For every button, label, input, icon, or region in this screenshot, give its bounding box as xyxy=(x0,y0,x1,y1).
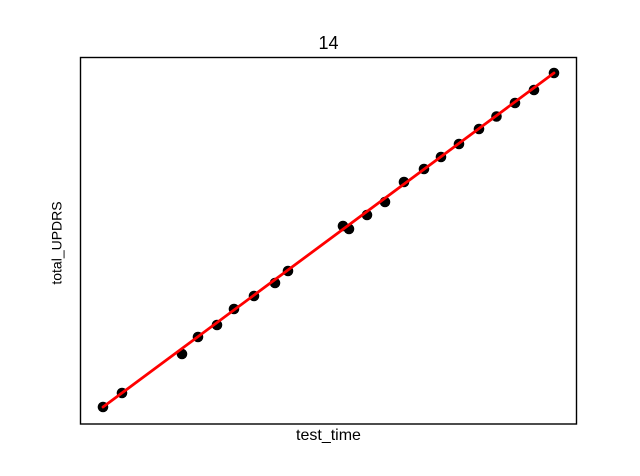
svg-text:total_UPDRS: total_UPDRS xyxy=(49,201,65,284)
